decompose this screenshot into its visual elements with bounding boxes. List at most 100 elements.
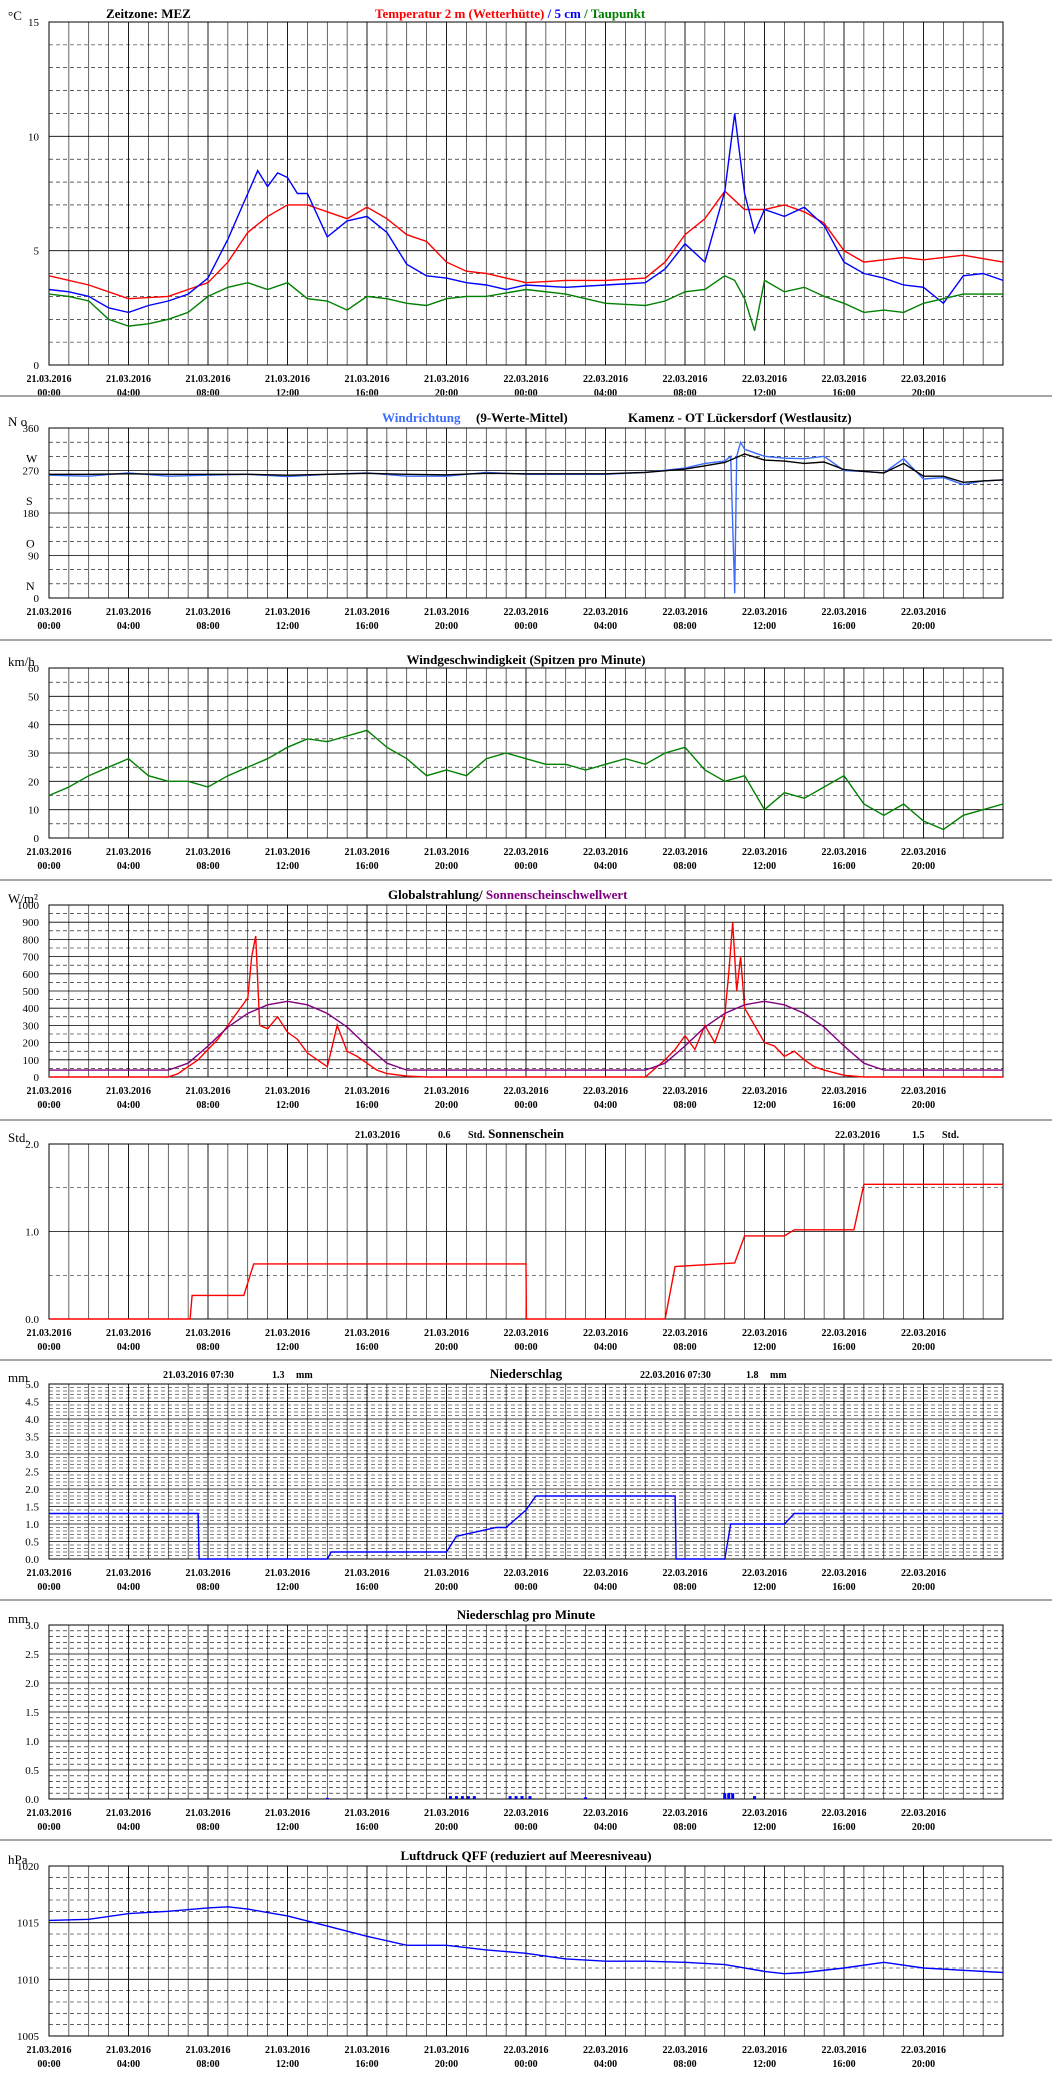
x-tick-time: 00:00 — [514, 621, 537, 632]
chart-sunshine: 0.0 1.0 2.0 21.03.2016 00:00 21.03.2016 04:00 2… — [0, 1126, 1052, 1361]
day-total-date: 22.03.2016 07:30 — [640, 1370, 711, 1381]
x-tick-time: 12:00 — [753, 2059, 776, 2070]
x-tick-time: 20:00 — [912, 621, 935, 632]
x-tick-date: 21.03.2016 — [186, 607, 231, 618]
chart-title: Windgeschwindigkeit (Spitzen pro Minute) — [407, 652, 646, 667]
x-tick-time: 08:00 — [196, 1582, 219, 1593]
x-tick-date: 22.03.2016 — [583, 1328, 628, 1339]
x-tick-date: 21.03.2016 — [27, 1568, 72, 1579]
day-total-unit: Std. — [468, 1130, 485, 1141]
y-tick-label: 2.5 — [25, 1649, 39, 1661]
x-tick-date: 22.03.2016 — [663, 607, 708, 618]
x-tick-date: 21.03.2016 — [345, 607, 390, 618]
x-tick-date: 22.03.2016 — [742, 847, 787, 858]
x-tick-time: 04:00 — [117, 1342, 140, 1353]
x-tick-date: 21.03.2016 — [424, 374, 469, 385]
y-tick-label: 1.0 — [25, 1519, 39, 1531]
x-tick-date: 21.03.2016 — [186, 2045, 231, 2056]
x-tick-date: 22.03.2016 — [663, 1808, 708, 1819]
x-tick-time: 20:00 — [435, 1342, 458, 1353]
x-tick-date: 21.03.2016 — [186, 1568, 231, 1579]
compass-label: S — [26, 494, 33, 508]
x-tick-date: 22.03.2016 — [742, 607, 787, 618]
x-tick-time: 04:00 — [117, 1100, 140, 1111]
x-tick-time: 04:00 — [117, 861, 140, 872]
x-tick-time: 08:00 — [673, 388, 696, 399]
x-tick-date: 21.03.2016 — [345, 374, 390, 385]
x-tick-date: 22.03.2016 — [504, 1568, 549, 1579]
y-tick-label: 60 — [28, 663, 40, 675]
x-tick-time: 20:00 — [912, 1582, 935, 1593]
x-tick-time: 20:00 — [435, 388, 458, 399]
x-tick-time: 12:00 — [276, 1822, 299, 1833]
x-tick-date: 21.03.2016 — [186, 1808, 231, 1819]
y-tick-label: 100 — [23, 1055, 40, 1067]
x-tick-time: 00:00 — [514, 1342, 537, 1353]
x-tick-time: 08:00 — [673, 621, 696, 632]
x-tick-time: 04:00 — [117, 1822, 140, 1833]
y-tick-label: 200 — [23, 1038, 40, 1050]
compass-label: O — [26, 537, 35, 551]
day-total-date: 22.03.2016 — [835, 1130, 880, 1141]
x-tick-date: 22.03.2016 — [822, 2045, 867, 2056]
plot-frame — [48, 1383, 1004, 1560]
compass-label: N — [26, 579, 35, 593]
x-tick-time: 04:00 — [594, 1582, 617, 1593]
y-tick-label: 1020 — [17, 1861, 40, 1873]
x-tick-date: 21.03.2016 — [265, 2045, 310, 2056]
x-tick-time: 16:00 — [832, 2059, 855, 2070]
x-tick-time: 00:00 — [37, 1822, 60, 1833]
x-tick-date: 22.03.2016 — [822, 1808, 867, 1819]
x-tick-date: 21.03.2016 — [265, 607, 310, 618]
compass-label: W — [26, 452, 38, 466]
x-tick-time: 20:00 — [912, 2059, 935, 2070]
x-tick-time: 16:00 — [832, 388, 855, 399]
x-tick-time: 04:00 — [117, 1582, 140, 1593]
x-tick-date: 22.03.2016 — [901, 847, 946, 858]
x-tick-time: 16:00 — [355, 861, 378, 872]
timezone-label: Zeitzone: MEZ — [106, 6, 191, 21]
x-tick-date: 21.03.2016 — [345, 847, 390, 858]
y-tick-label: 90 — [28, 551, 40, 563]
chart-title: Luftdruck QFF (reduziert auf Meeresnivea… — [400, 1848, 651, 1863]
y-tick-label: 10 — [28, 131, 40, 143]
x-tick-date: 22.03.2016 — [901, 374, 946, 385]
x-tick-date: 21.03.2016 — [424, 2045, 469, 2056]
day-total-date: 21.03.2016 07:30 — [163, 1370, 234, 1381]
x-tick-date: 22.03.2016 — [742, 374, 787, 385]
x-tick-date: 21.03.2016 — [265, 1808, 310, 1819]
series-windgeschwindigkeit — [48, 729, 1004, 831]
x-tick-date: 22.03.2016 — [663, 1328, 708, 1339]
x-tick-date: 22.03.2016 — [742, 2045, 787, 2056]
x-tick-date: 22.03.2016 — [742, 1568, 787, 1579]
x-tick-date: 22.03.2016 — [583, 1568, 628, 1579]
y-tick-label: 30 — [28, 748, 40, 760]
x-tick-date: 21.03.2016 — [345, 1568, 390, 1579]
unit-label: km/h — [8, 654, 35, 669]
x-tick-time: 00:00 — [37, 861, 60, 872]
x-tick-time: 04:00 — [117, 2059, 140, 2070]
chart-title-suffix: (9-Werte-Mittel) — [476, 410, 568, 425]
x-tick-time: 00:00 — [514, 1582, 537, 1593]
y-tick-label: 2.0 — [25, 1139, 39, 1151]
x-tick-time: 20:00 — [912, 1100, 935, 1111]
plot-frame — [48, 1865, 1004, 2037]
x-tick-time: 12:00 — [753, 861, 776, 872]
y-tick-label: 10 — [28, 805, 40, 817]
day-total-value: 1.8 — [746, 1370, 759, 1381]
x-tick-time: 00:00 — [37, 621, 60, 632]
x-tick-date: 21.03.2016 — [345, 2045, 390, 2056]
x-tick-time: 00:00 — [514, 1822, 537, 1833]
series-taupunkt — [48, 274, 1003, 331]
x-tick-time: 16:00 — [355, 388, 378, 399]
x-tick-time: 20:00 — [435, 861, 458, 872]
x-tick-date: 21.03.2016 — [106, 374, 151, 385]
x-tick-time: 16:00 — [832, 1342, 855, 1353]
x-tick-time: 08:00 — [196, 1822, 219, 1833]
y-tick-label: 300 — [23, 1020, 40, 1032]
y-tick-label: 3.0 — [25, 1449, 39, 1461]
x-tick-date: 22.03.2016 — [742, 1086, 787, 1097]
y-tick-label: 20 — [28, 776, 40, 788]
x-tick-date: 21.03.2016 — [424, 1086, 469, 1097]
y-tick-label: 0 — [34, 1072, 40, 1084]
